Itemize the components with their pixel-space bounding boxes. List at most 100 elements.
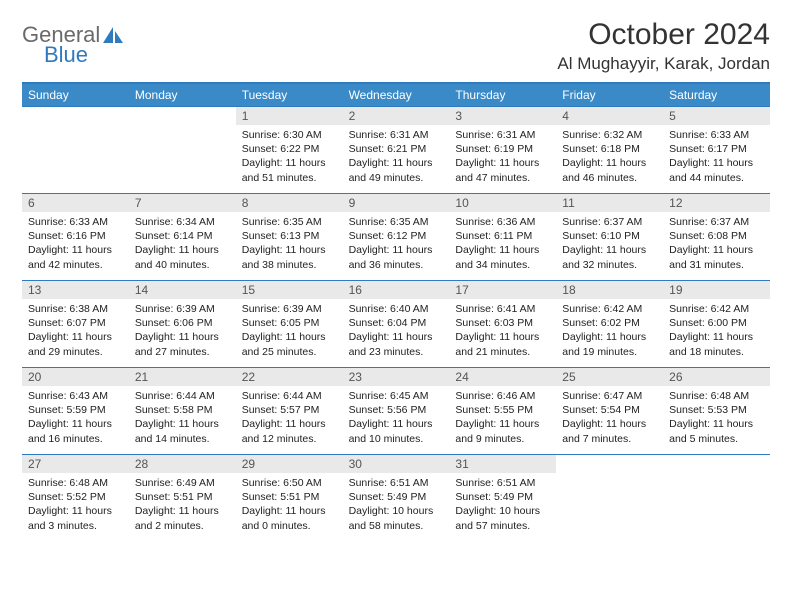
week-row: 27Sunrise: 6:48 AMSunset: 5:52 PMDayligh… <box>22 454 770 541</box>
weekday-header: Friday <box>556 84 663 106</box>
day-details: Sunrise: 6:49 AMSunset: 5:51 PMDaylight:… <box>129 473 236 537</box>
day-number: 5 <box>663 107 770 125</box>
day-number: 2 <box>343 107 450 125</box>
day-cell <box>129 107 236 193</box>
day-number: 3 <box>449 107 556 125</box>
day-number: 9 <box>343 194 450 212</box>
day-cell: 29Sunrise: 6:50 AMSunset: 5:51 PMDayligh… <box>236 455 343 541</box>
day-details: Sunrise: 6:45 AMSunset: 5:56 PMDaylight:… <box>343 386 450 450</box>
day-cell: 30Sunrise: 6:51 AMSunset: 5:49 PMDayligh… <box>343 455 450 541</box>
calendar: SundayMondayTuesdayWednesdayThursdayFrid… <box>22 82 770 541</box>
day-number: 7 <box>129 194 236 212</box>
weekday-header: Sunday <box>22 84 129 106</box>
weekday-header: Tuesday <box>236 84 343 106</box>
day-details: Sunrise: 6:51 AMSunset: 5:49 PMDaylight:… <box>449 473 556 537</box>
day-number: 24 <box>449 368 556 386</box>
day-cell <box>22 107 129 193</box>
week-row: 6Sunrise: 6:33 AMSunset: 6:16 PMDaylight… <box>22 193 770 280</box>
day-cell: 6Sunrise: 6:33 AMSunset: 6:16 PMDaylight… <box>22 194 129 280</box>
month-title: October 2024 <box>557 18 770 52</box>
day-details: Sunrise: 6:35 AMSunset: 6:12 PMDaylight:… <box>343 212 450 276</box>
day-number: 11 <box>556 194 663 212</box>
day-cell: 13Sunrise: 6:38 AMSunset: 6:07 PMDayligh… <box>22 281 129 367</box>
day-cell: 26Sunrise: 6:48 AMSunset: 5:53 PMDayligh… <box>663 368 770 454</box>
day-cell: 22Sunrise: 6:44 AMSunset: 5:57 PMDayligh… <box>236 368 343 454</box>
day-cell: 4Sunrise: 6:32 AMSunset: 6:18 PMDaylight… <box>556 107 663 193</box>
day-details: Sunrise: 6:48 AMSunset: 5:52 PMDaylight:… <box>22 473 129 537</box>
logo: General Blue <box>22 18 124 68</box>
day-details: Sunrise: 6:47 AMSunset: 5:54 PMDaylight:… <box>556 386 663 450</box>
title-block: October 2024 Al Mughayyir, Karak, Jordan <box>557 18 770 74</box>
day-cell: 28Sunrise: 6:49 AMSunset: 5:51 PMDayligh… <box>129 455 236 541</box>
day-cell: 5Sunrise: 6:33 AMSunset: 6:17 PMDaylight… <box>663 107 770 193</box>
day-cell: 27Sunrise: 6:48 AMSunset: 5:52 PMDayligh… <box>22 455 129 541</box>
day-details: Sunrise: 6:44 AMSunset: 5:57 PMDaylight:… <box>236 386 343 450</box>
day-number: 12 <box>663 194 770 212</box>
day-details: Sunrise: 6:37 AMSunset: 6:08 PMDaylight:… <box>663 212 770 276</box>
day-number: 8 <box>236 194 343 212</box>
day-number: 13 <box>22 281 129 299</box>
day-cell: 7Sunrise: 6:34 AMSunset: 6:14 PMDaylight… <box>129 194 236 280</box>
day-details: Sunrise: 6:39 AMSunset: 6:05 PMDaylight:… <box>236 299 343 363</box>
weeks-container: 1Sunrise: 6:30 AMSunset: 6:22 PMDaylight… <box>22 106 770 541</box>
day-number: 31 <box>449 455 556 473</box>
day-details: Sunrise: 6:44 AMSunset: 5:58 PMDaylight:… <box>129 386 236 450</box>
day-number: 21 <box>129 368 236 386</box>
weekday-header-row: SundayMondayTuesdayWednesdayThursdayFrid… <box>22 84 770 106</box>
page-header: General Blue October 2024 Al Mughayyir, … <box>22 18 770 74</box>
day-cell <box>663 455 770 541</box>
day-details: Sunrise: 6:38 AMSunset: 6:07 PMDaylight:… <box>22 299 129 363</box>
day-cell: 2Sunrise: 6:31 AMSunset: 6:21 PMDaylight… <box>343 107 450 193</box>
day-cell: 31Sunrise: 6:51 AMSunset: 5:49 PMDayligh… <box>449 455 556 541</box>
weekday-header: Saturday <box>663 84 770 106</box>
day-cell: 23Sunrise: 6:45 AMSunset: 5:56 PMDayligh… <box>343 368 450 454</box>
day-details: Sunrise: 6:30 AMSunset: 6:22 PMDaylight:… <box>236 125 343 189</box>
day-cell: 19Sunrise: 6:42 AMSunset: 6:00 PMDayligh… <box>663 281 770 367</box>
day-details: Sunrise: 6:36 AMSunset: 6:11 PMDaylight:… <box>449 212 556 276</box>
day-number: 29 <box>236 455 343 473</box>
day-cell: 15Sunrise: 6:39 AMSunset: 6:05 PMDayligh… <box>236 281 343 367</box>
day-number: 23 <box>343 368 450 386</box>
day-number: 19 <box>663 281 770 299</box>
weekday-header: Wednesday <box>343 84 450 106</box>
weekday-header: Monday <box>129 84 236 106</box>
day-number: 4 <box>556 107 663 125</box>
logo-text-blue: Blue <box>44 42 124 68</box>
day-number: 15 <box>236 281 343 299</box>
day-number: 30 <box>343 455 450 473</box>
day-cell: 12Sunrise: 6:37 AMSunset: 6:08 PMDayligh… <box>663 194 770 280</box>
day-details: Sunrise: 6:33 AMSunset: 6:17 PMDaylight:… <box>663 125 770 189</box>
day-cell: 8Sunrise: 6:35 AMSunset: 6:13 PMDaylight… <box>236 194 343 280</box>
week-row: 20Sunrise: 6:43 AMSunset: 5:59 PMDayligh… <box>22 367 770 454</box>
sail-icon <box>102 25 124 45</box>
day-number: 26 <box>663 368 770 386</box>
day-number: 27 <box>22 455 129 473</box>
day-number: 22 <box>236 368 343 386</box>
day-details: Sunrise: 6:41 AMSunset: 6:03 PMDaylight:… <box>449 299 556 363</box>
day-details: Sunrise: 6:35 AMSunset: 6:13 PMDaylight:… <box>236 212 343 276</box>
weekday-header: Thursday <box>449 84 556 106</box>
day-cell: 25Sunrise: 6:47 AMSunset: 5:54 PMDayligh… <box>556 368 663 454</box>
day-details: Sunrise: 6:34 AMSunset: 6:14 PMDaylight:… <box>129 212 236 276</box>
day-number: 16 <box>343 281 450 299</box>
day-details: Sunrise: 6:51 AMSunset: 5:49 PMDaylight:… <box>343 473 450 537</box>
day-cell: 1Sunrise: 6:30 AMSunset: 6:22 PMDaylight… <box>236 107 343 193</box>
day-number: 25 <box>556 368 663 386</box>
day-number: 6 <box>22 194 129 212</box>
logo-text-block: General Blue <box>22 22 124 68</box>
week-row: 13Sunrise: 6:38 AMSunset: 6:07 PMDayligh… <box>22 280 770 367</box>
day-cell: 18Sunrise: 6:42 AMSunset: 6:02 PMDayligh… <box>556 281 663 367</box>
day-cell: 16Sunrise: 6:40 AMSunset: 6:04 PMDayligh… <box>343 281 450 367</box>
day-cell: 20Sunrise: 6:43 AMSunset: 5:59 PMDayligh… <box>22 368 129 454</box>
day-number: 20 <box>22 368 129 386</box>
day-details: Sunrise: 6:46 AMSunset: 5:55 PMDaylight:… <box>449 386 556 450</box>
day-cell <box>556 455 663 541</box>
day-cell: 3Sunrise: 6:31 AMSunset: 6:19 PMDaylight… <box>449 107 556 193</box>
day-details: Sunrise: 6:48 AMSunset: 5:53 PMDaylight:… <box>663 386 770 450</box>
day-details: Sunrise: 6:43 AMSunset: 5:59 PMDaylight:… <box>22 386 129 450</box>
day-cell: 10Sunrise: 6:36 AMSunset: 6:11 PMDayligh… <box>449 194 556 280</box>
day-details: Sunrise: 6:50 AMSunset: 5:51 PMDaylight:… <box>236 473 343 537</box>
day-details: Sunrise: 6:42 AMSunset: 6:02 PMDaylight:… <box>556 299 663 363</box>
day-cell: 14Sunrise: 6:39 AMSunset: 6:06 PMDayligh… <box>129 281 236 367</box>
day-details: Sunrise: 6:39 AMSunset: 6:06 PMDaylight:… <box>129 299 236 363</box>
